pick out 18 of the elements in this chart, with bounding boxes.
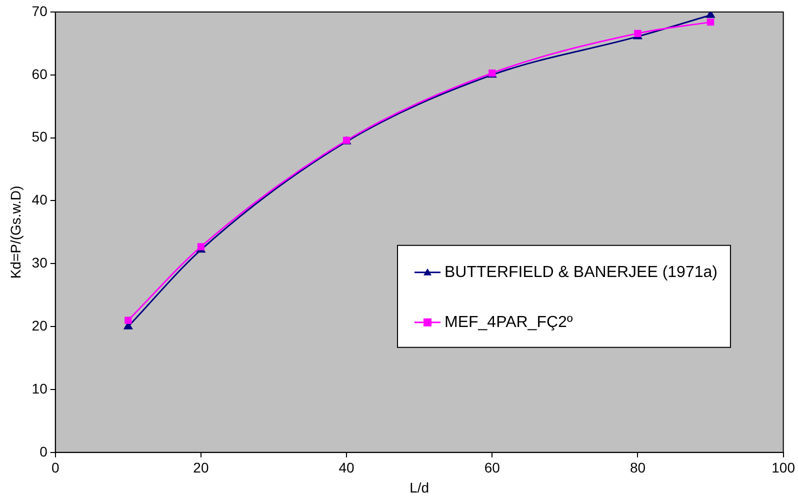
y-tick-label: 30 bbox=[32, 254, 48, 271]
x-tick-label: 80 bbox=[630, 460, 646, 476]
y-tick-label: 60 bbox=[32, 66, 48, 82]
y-tick-label: 0 bbox=[40, 443, 48, 460]
y-tick-label: 50 bbox=[32, 128, 48, 145]
legend-label: MEF_4PAR_FÇ2º bbox=[444, 314, 573, 331]
x-tick-label: 40 bbox=[338, 460, 355, 476]
x-tick-label: 20 bbox=[193, 460, 209, 476]
y-tick-label: 40 bbox=[32, 192, 48, 208]
y-tick-label: 10 bbox=[32, 380, 48, 396]
x-tick-label: 0 bbox=[51, 460, 60, 476]
y-tick-label: 70 bbox=[32, 2, 48, 19]
legend-label: BUTTERFIELD & BANERJEE (1971a) bbox=[444, 264, 718, 281]
x-tick-label: 100 bbox=[772, 460, 796, 476]
y-axis-title: Kd=P/(Gs.w.D) bbox=[7, 186, 24, 279]
x-axis-title: L/d bbox=[410, 479, 430, 496]
y-tick-label: 20 bbox=[32, 317, 48, 334]
x-tick-label: 60 bbox=[484, 460, 500, 476]
